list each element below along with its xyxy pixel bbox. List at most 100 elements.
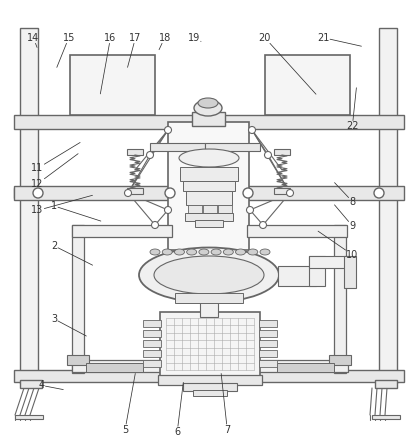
Bar: [14, 115, 404, 129]
Text: 7: 7: [221, 373, 230, 435]
Circle shape: [151, 222, 158, 229]
Text: 5: 5: [122, 373, 135, 435]
Text: 20: 20: [259, 33, 316, 94]
Circle shape: [33, 188, 43, 198]
Ellipse shape: [194, 100, 222, 116]
Bar: [158, 375, 262, 385]
Bar: [143, 360, 161, 367]
Bar: [309, 256, 325, 286]
Bar: [329, 355, 351, 365]
Bar: [185, 213, 233, 221]
Bar: [72, 225, 172, 237]
Ellipse shape: [248, 249, 258, 255]
Ellipse shape: [139, 248, 279, 303]
Bar: [247, 225, 347, 237]
Circle shape: [164, 206, 171, 214]
Bar: [72, 360, 192, 372]
Text: 2: 2: [51, 241, 93, 265]
Text: 8: 8: [334, 183, 355, 206]
Bar: [344, 256, 356, 288]
Ellipse shape: [150, 249, 160, 255]
Bar: [70, 55, 155, 115]
Text: 1: 1: [51, 201, 101, 221]
Bar: [203, 205, 217, 213]
Bar: [143, 320, 161, 327]
Text: 21: 21: [317, 33, 362, 46]
Text: 12: 12: [31, 154, 78, 189]
Bar: [200, 302, 218, 317]
Ellipse shape: [224, 249, 234, 255]
Bar: [195, 220, 223, 227]
Bar: [20, 28, 38, 383]
Bar: [277, 363, 334, 372]
Text: 18: 18: [158, 33, 171, 50]
Text: 13: 13: [31, 195, 93, 215]
Bar: [192, 112, 225, 126]
Ellipse shape: [260, 249, 270, 255]
Bar: [259, 340, 277, 347]
Text: 3: 3: [51, 314, 86, 336]
Text: 22: 22: [346, 88, 359, 131]
Text: 15: 15: [57, 33, 75, 67]
Bar: [14, 370, 404, 382]
Bar: [228, 360, 348, 372]
Bar: [188, 205, 202, 213]
Text: 4: 4: [39, 381, 63, 390]
Bar: [379, 28, 397, 383]
Bar: [259, 330, 277, 337]
Bar: [218, 205, 232, 213]
Text: 11: 11: [31, 143, 80, 173]
Circle shape: [246, 206, 254, 214]
Text: 6: 6: [174, 382, 183, 437]
Bar: [278, 266, 316, 286]
Ellipse shape: [187, 249, 197, 255]
Bar: [15, 415, 43, 419]
Ellipse shape: [179, 149, 239, 167]
Bar: [14, 188, 39, 198]
Circle shape: [243, 188, 253, 198]
Ellipse shape: [162, 249, 172, 255]
Bar: [20, 380, 42, 388]
Circle shape: [286, 190, 294, 197]
Circle shape: [164, 127, 171, 133]
Text: 17: 17: [128, 33, 142, 67]
Bar: [309, 256, 349, 268]
Circle shape: [249, 127, 256, 133]
Ellipse shape: [236, 249, 246, 255]
Text: 14: 14: [27, 33, 40, 47]
Bar: [183, 383, 237, 391]
Bar: [183, 181, 235, 191]
Bar: [14, 186, 209, 200]
Circle shape: [125, 190, 131, 197]
Ellipse shape: [199, 249, 209, 255]
Ellipse shape: [154, 256, 264, 294]
Bar: [160, 312, 260, 377]
Ellipse shape: [211, 249, 221, 255]
Bar: [259, 320, 277, 327]
Bar: [150, 143, 205, 151]
Bar: [127, 149, 143, 155]
Bar: [175, 293, 243, 303]
Circle shape: [264, 152, 271, 159]
Bar: [86, 363, 143, 372]
Bar: [274, 188, 290, 194]
Bar: [72, 225, 84, 373]
Circle shape: [165, 188, 175, 198]
Bar: [274, 149, 290, 155]
Ellipse shape: [198, 98, 218, 108]
Bar: [67, 355, 89, 365]
Circle shape: [259, 222, 266, 229]
Bar: [265, 55, 350, 115]
Bar: [143, 330, 161, 337]
Bar: [168, 122, 249, 250]
Bar: [180, 167, 238, 181]
Bar: [259, 350, 277, 357]
Text: 10: 10: [318, 231, 359, 260]
Bar: [205, 143, 260, 151]
Bar: [378, 188, 403, 198]
Text: 16: 16: [100, 33, 117, 94]
Bar: [375, 380, 397, 388]
Ellipse shape: [174, 249, 184, 255]
Text: 19: 19: [188, 33, 201, 43]
Bar: [259, 360, 277, 367]
